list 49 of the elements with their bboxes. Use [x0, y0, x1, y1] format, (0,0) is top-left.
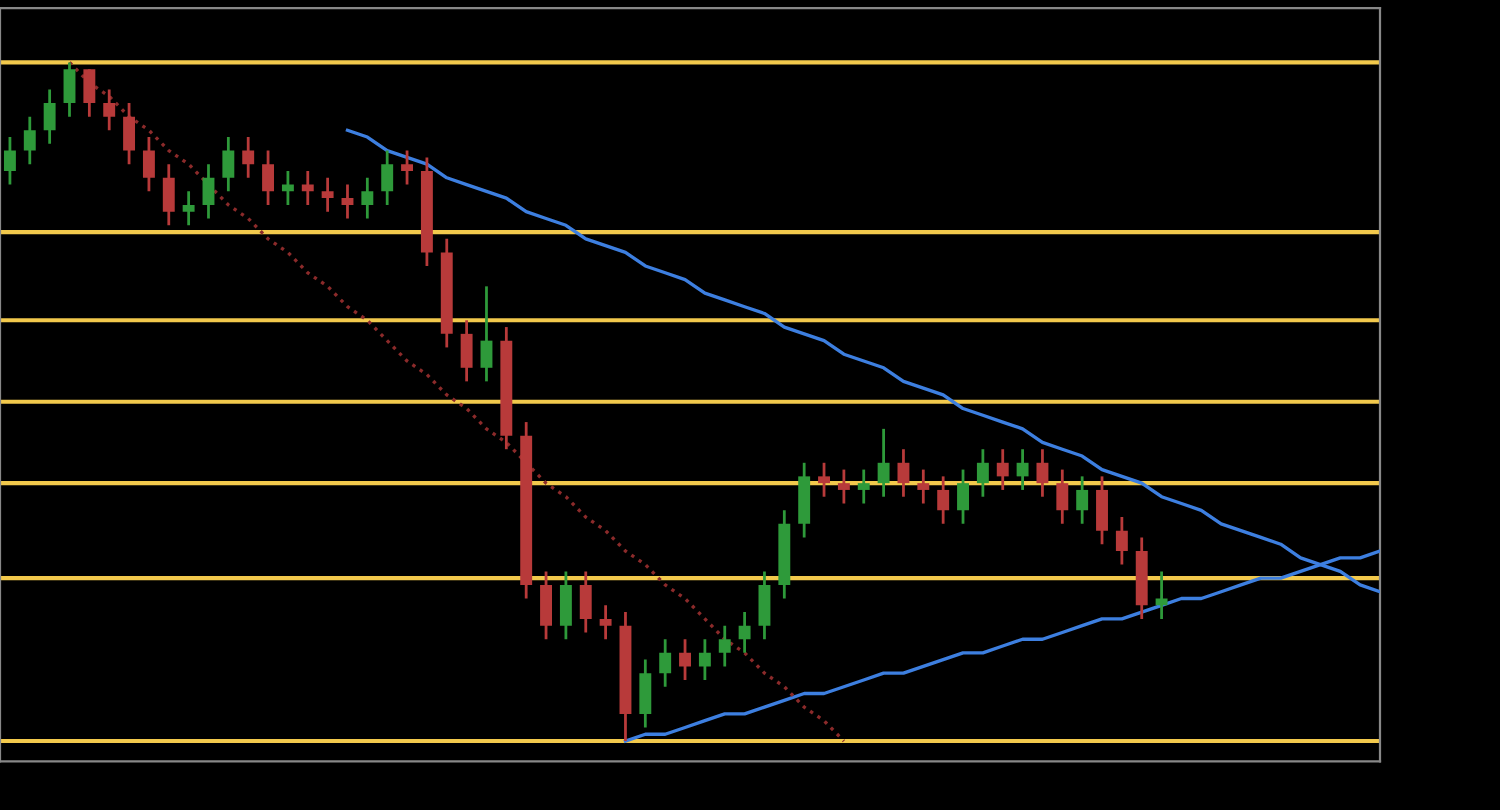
- candlestick: [897, 447, 910, 499]
- candlestick: [957, 468, 969, 526]
- candlestick: [182, 189, 195, 227]
- candlestick: [976, 447, 989, 499]
- candlestick: [321, 176, 334, 214]
- candlestick: [401, 149, 414, 186]
- candlestick: [142, 135, 155, 193]
- candlestick: [381, 149, 394, 207]
- candlestick: [599, 603, 612, 641]
- candlestick: [877, 427, 890, 499]
- candlestick: [103, 88, 116, 132]
- candlestick: [361, 176, 374, 220]
- candlestick: [738, 610, 751, 655]
- candlestick: [262, 149, 275, 207]
- candlestick: [996, 447, 1009, 492]
- candlestick: [857, 468, 870, 505]
- candlestick: [1036, 447, 1049, 499]
- candlestick: [83, 67, 96, 119]
- candlestick: [837, 468, 850, 505]
- candlestick: [818, 461, 830, 499]
- candlestick: [63, 61, 76, 119]
- candlestick: [1115, 515, 1128, 566]
- candlestick: [679, 637, 691, 682]
- candlestick: [202, 162, 215, 220]
- candlestick: [1056, 468, 1069, 526]
- candlestick: [718, 624, 731, 668]
- candlestick: [559, 569, 572, 641]
- candlestick: [460, 318, 473, 383]
- candlestick: [43, 88, 56, 146]
- candlestick: [659, 637, 672, 689]
- candlestick: [123, 101, 136, 166]
- candlestick: [917, 468, 930, 505]
- candlestick: [1096, 474, 1108, 546]
- candlestick: [1076, 474, 1089, 526]
- candlestick: [1016, 447, 1029, 492]
- candlestick: [937, 474, 950, 526]
- candlestick: [579, 569, 592, 634]
- candlestick: [480, 284, 493, 383]
- candlestick: [698, 637, 711, 682]
- candlestick: [639, 658, 652, 729]
- candlestick: [23, 115, 36, 166]
- candlestick: [798, 461, 811, 539]
- candlestick: [222, 135, 235, 193]
- candlestick: [341, 183, 354, 220]
- candlestick: [242, 135, 255, 180]
- candlestick: [758, 569, 771, 641]
- candlestick: [3, 135, 16, 186]
- candlestick: [162, 162, 175, 227]
- candlestick: [540, 569, 552, 641]
